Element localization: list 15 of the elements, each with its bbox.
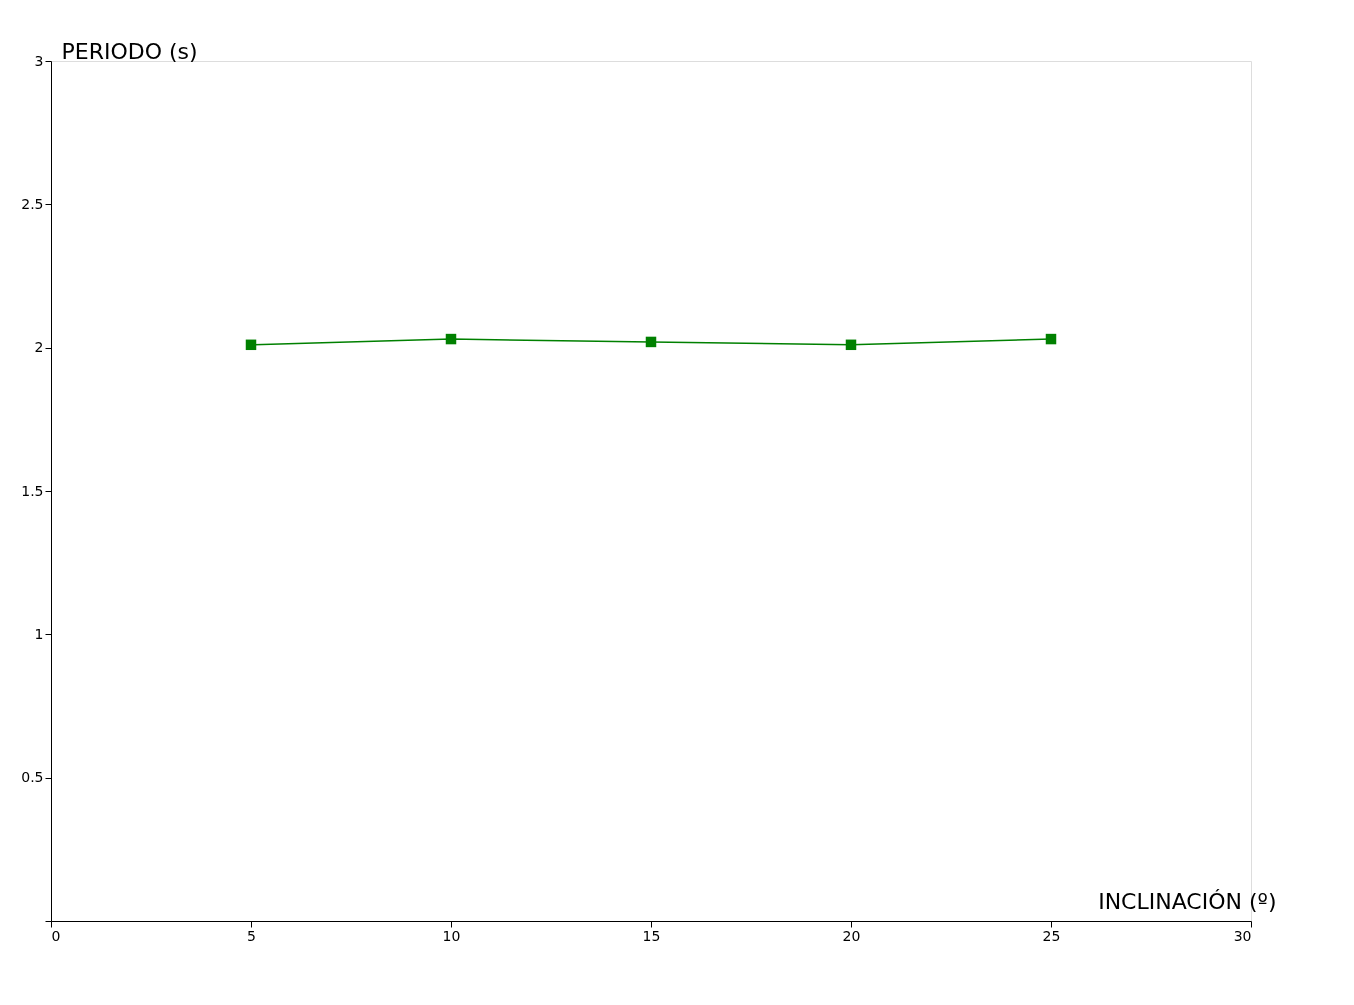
y-tick-label: 2	[34, 339, 44, 356]
y-axis-title: PERIODO (s)	[61, 38, 198, 64]
x-tick-label: 15	[642, 927, 661, 944]
x-tick-label: 10	[442, 927, 461, 944]
x-tick-label: 30	[1233, 927, 1252, 944]
y-tick-label: 1	[34, 625, 44, 642]
y-tick-label: 1.5	[21, 482, 44, 499]
x-tick-label: 25	[1042, 927, 1061, 944]
y-tick-label: 2.5	[21, 195, 44, 212]
y-tick-label: 3	[34, 52, 44, 69]
x-tick-label: 5	[247, 927, 256, 944]
x-tick-label: 20	[842, 927, 861, 944]
x-axis-title: INCLINACIÓN (º)	[1098, 888, 1277, 914]
x-tick-label: 0	[51, 927, 61, 944]
y-tick-label: 0.5	[21, 769, 44, 786]
